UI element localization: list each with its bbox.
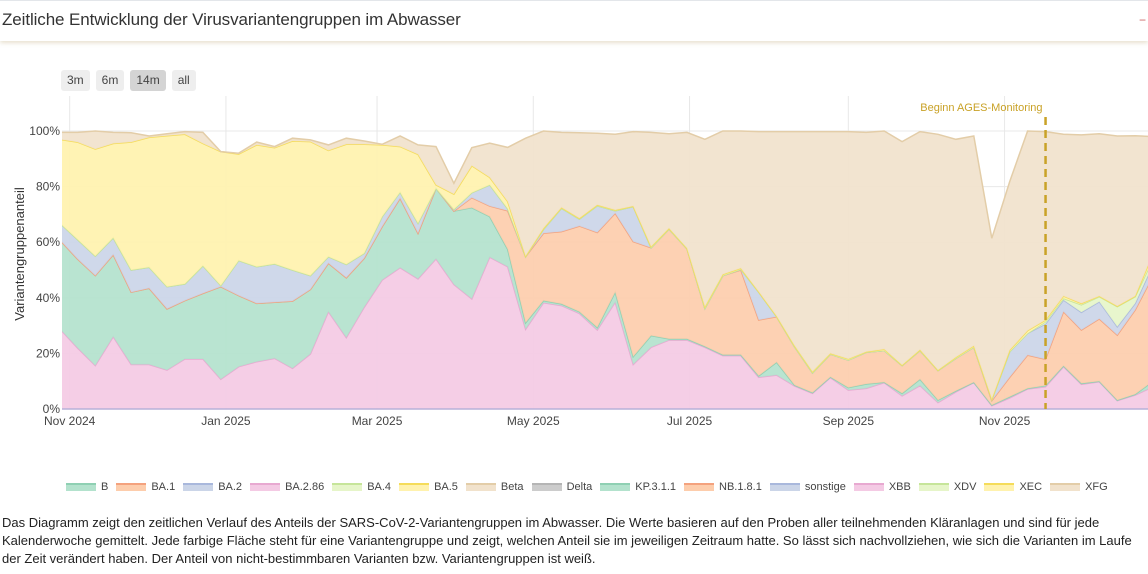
area-layers [62,130,1148,410]
legend-swatch [183,483,214,491]
annotation: Beginn AGES-Monitoring [920,102,1047,409]
legend-label: Beta [500,481,524,493]
legend-item-kp-3-1-1[interactable]: KP.3.1.1 [600,481,676,493]
x-tick-label: Jul 2025 [667,414,713,428]
y-tick-label: 80% [36,180,60,194]
legend-label: sonstige [804,481,846,493]
y-tick-label: 60% [36,235,60,249]
y-axis-label: Variantengruppenanteil [12,187,27,321]
legend-swatch [984,483,1015,491]
y-tick-label: 0% [43,402,61,416]
legend-label: BA.2 [218,481,243,493]
legend-item-ba-5[interactable]: BA.5 [399,481,458,493]
legend-item-ba-2[interactable]: BA.2 [183,481,242,493]
legend-item-delta[interactable]: Delta [531,481,593,493]
x-tick-label: May 2025 [507,414,560,428]
legend-swatch [769,483,800,491]
panel-header: Zeitliche Entwicklung der Virusvarianten… [0,0,1148,41]
chart-description: Das Diagramm zeigt den zeitlichen Verlau… [2,515,1132,566]
legend-item-xdv[interactable]: XDV [918,481,977,493]
y-tick-label: 20% [36,346,60,360]
legend-swatch [465,483,496,491]
legend-swatch [116,483,147,491]
legend-swatch [399,483,430,491]
legend-swatch [853,483,884,491]
area-sonstige [62,184,1148,401]
legend-swatch [66,483,96,491]
range-selector: 3m 6m 14m all [61,70,196,91]
range-button-6m[interactable]: 6m [95,70,125,91]
page-title: Zeitliche Entwicklung der Virusvarianten… [2,10,461,29]
area-nb-1-8-1 [62,188,1148,406]
legend-item-beta[interactable]: Beta [465,481,524,493]
y-tick-label: 100% [29,124,60,138]
legend-label: XDV [953,481,977,493]
legend-swatch [1050,483,1081,491]
legend-item-xbb[interactable]: XBB [853,481,911,493]
legend-label: BA.2.86 [285,481,325,493]
x-tick-label: Jan 2025 [201,414,251,428]
y-tick-label: 40% [36,291,60,305]
legend-label: NB.1.8.1 [719,481,762,493]
legend-label: BA.4 [367,481,392,493]
legend-swatch [600,483,631,491]
legend-label: B [101,481,109,493]
legend-item-ba-1[interactable]: BA.1 [116,481,175,493]
legend-item-ba-4[interactable]: BA.4 [332,481,391,493]
monitoring-start-label: Beginn AGES-Monitoring [920,102,1042,114]
legend-item-xfg[interactable]: XFG [1050,481,1108,493]
range-button-14m[interactable]: 14m [130,70,166,91]
area-xec [62,134,1148,400]
stacked-area-chart[interactable]: Beginn AGES-Monitoring 0% 20% 40% 60% 80% 100… [0,0,1148,470]
legend-swatch [332,483,363,491]
x-tick-label: Mar 2025 [352,414,403,428]
legend-item-sonstige[interactable]: sonstige [769,481,846,493]
range-button-3m[interactable]: 3m [61,70,90,91]
legend-item-xec[interactable]: XEC [984,481,1042,493]
legend-item-nb-1-8-1[interactable]: NB.1.8.1 [684,481,762,493]
x-tick-label: Sep 2025 [823,414,875,428]
area-ba-2-86 [62,257,1148,409]
line-xfg [62,130,1148,239]
legend-label: XBB [888,481,911,493]
legend-swatch [684,483,715,491]
legend-swatch [531,483,562,491]
legend-label: XEC [1019,481,1043,493]
collapse-icon[interactable]: − [1138,13,1146,27]
area-xfg [62,131,1148,399]
legend-label: KP.3.1.1 [635,481,677,493]
axes: 0% 20% 40% 60% 80% 100% Nov 2024 Jan 2025 Mar 20… [29,124,1030,428]
legend-item-ba-2-86[interactable]: BA.2.86 [250,481,324,493]
legend-swatch [250,483,281,491]
legend-swatch [918,483,949,491]
legend-item-b[interactable]: B [66,481,108,493]
range-button-all[interactable]: all [171,70,196,91]
legend-label: BA.5 [434,481,458,493]
legend-label: BA.1 [151,481,176,493]
x-tick-label: Nov 2025 [979,414,1031,428]
x-tick-label: Nov 2024 [44,414,96,428]
legend-label: Delta [566,481,593,493]
legend: B BA.1 BA.2 BA.2.86 BA.4 BA.5 Beta Delta KP.3.1.… [66,481,1142,493]
legend-label: XFG [1085,481,1108,493]
